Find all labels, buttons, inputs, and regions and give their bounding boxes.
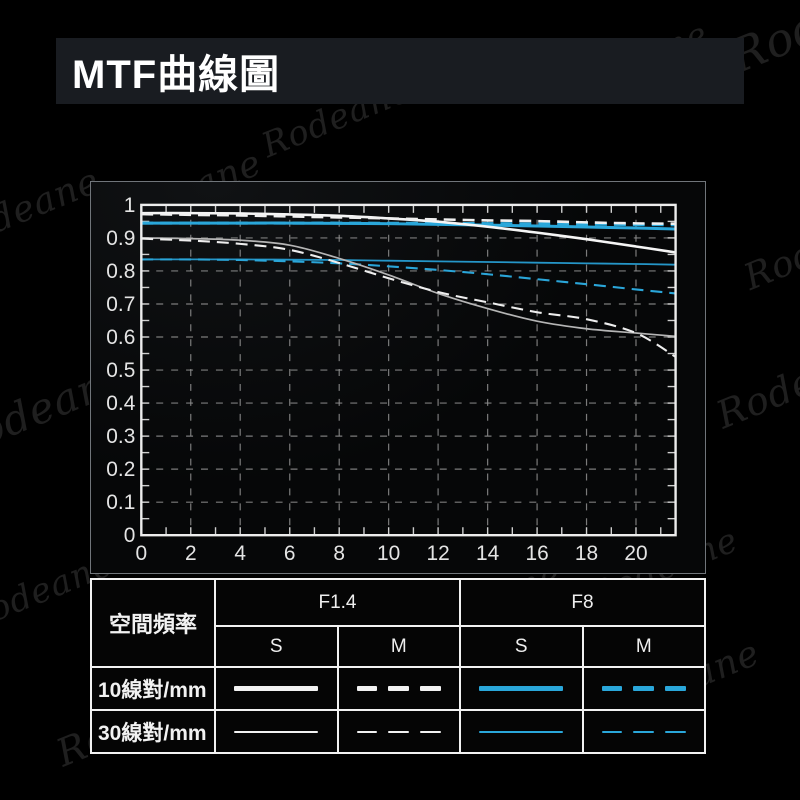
y-axis-label: 0.7 xyxy=(106,293,135,316)
legend-sample-blue-solid xyxy=(461,711,582,752)
legend-subheader-s: S xyxy=(461,627,582,666)
watermark: Rodeane xyxy=(710,330,800,438)
legend-sample-blue-dashed xyxy=(583,668,704,709)
mtf-plot: 1 0.9 0.8 0.7 0.6 0.5 0.4 0.3 0.2 0.1 00 2 4 6 8 10 12 14… xyxy=(106,194,677,565)
legend-sample-blue-dashed xyxy=(583,711,704,752)
y-axis-label: 0.2 xyxy=(106,458,135,481)
legend-line-swatch xyxy=(356,686,441,691)
legend-line-swatch xyxy=(601,686,686,691)
y-axis-label: 0.3 xyxy=(106,425,135,448)
legend-row-label: 30線對/mm xyxy=(92,711,214,752)
curve-f8-m-10線對/mm xyxy=(141,221,676,227)
x-axis-label: 10 xyxy=(377,542,400,565)
legend-subheader-m: M xyxy=(338,627,459,666)
legend-line-swatch xyxy=(601,730,686,733)
x-axis-label: 20 xyxy=(624,542,647,565)
legend-header-f8: F8 xyxy=(461,580,704,625)
legend-sample-white-solid xyxy=(216,668,337,709)
x-axis-label: 8 xyxy=(333,542,345,565)
y-axis-label: 0.9 xyxy=(106,227,135,250)
y-axis-label: 1 xyxy=(124,194,136,217)
x-axis-label: 2 xyxy=(185,542,197,565)
curve-f1.4-m-10線對/mm xyxy=(141,212,676,225)
plot-border xyxy=(140,203,677,537)
curve-f8-m-30線對/mm xyxy=(141,258,676,295)
legend-line-swatch xyxy=(234,730,319,733)
legend-table: 空間頻率 F1.4 F8 S M S M 10線對/mm 30線對/mm xyxy=(90,578,706,754)
y-axis-label: 0.4 xyxy=(106,392,135,415)
y-axis-label: 0 xyxy=(124,524,136,547)
page-title: MTF曲線圖 xyxy=(72,53,281,97)
curve-f1.4-m-30線對/mm xyxy=(141,237,677,358)
x-axis-label: 18 xyxy=(575,542,598,565)
legend-sample-blue-solid xyxy=(461,668,582,709)
mtf-chart-panel: 1 0.9 0.8 0.7 0.6 0.5 0.4 0.3 0.2 0.1 0 0 2 4 6 8 10 12 14… xyxy=(90,181,706,574)
legend-sample-white-dashed xyxy=(338,711,459,752)
x-axis-label: 4 xyxy=(234,542,246,565)
legend-subheader-m: M xyxy=(583,627,704,666)
y-axis-label: 0.1 xyxy=(106,491,135,514)
legend-header-f1p4: F1.4 xyxy=(216,580,459,625)
legend-subheader-s: S xyxy=(216,627,337,666)
x-axis-label: 16 xyxy=(525,542,548,565)
x-axis-label: 0 xyxy=(136,542,148,565)
x-axis-label: 12 xyxy=(426,542,449,565)
watermark: Rodeane xyxy=(738,198,800,299)
legend-line-swatch xyxy=(234,686,319,691)
x-axis-label: 6 xyxy=(284,542,296,565)
y-axis-label: 0.5 xyxy=(106,359,135,382)
legend-sample-white-dashed xyxy=(338,668,459,709)
legend-sample-white-solid xyxy=(216,711,337,752)
title-bar: MTF曲線圖 xyxy=(56,38,744,104)
legend-row-label: 10線對/mm xyxy=(92,668,214,709)
legend-line-swatch xyxy=(356,730,441,733)
y-axis-label: 0.8 xyxy=(106,260,135,283)
legend-header-spatial-frequency: 空間頻率 xyxy=(92,580,214,666)
legend-line-swatch xyxy=(479,686,564,691)
legend-line-swatch xyxy=(479,730,564,733)
curve-f1.4-s-30線對/mm xyxy=(141,237,676,338)
y-axis-label: 0.6 xyxy=(106,326,135,349)
x-axis-label: 14 xyxy=(476,542,499,565)
